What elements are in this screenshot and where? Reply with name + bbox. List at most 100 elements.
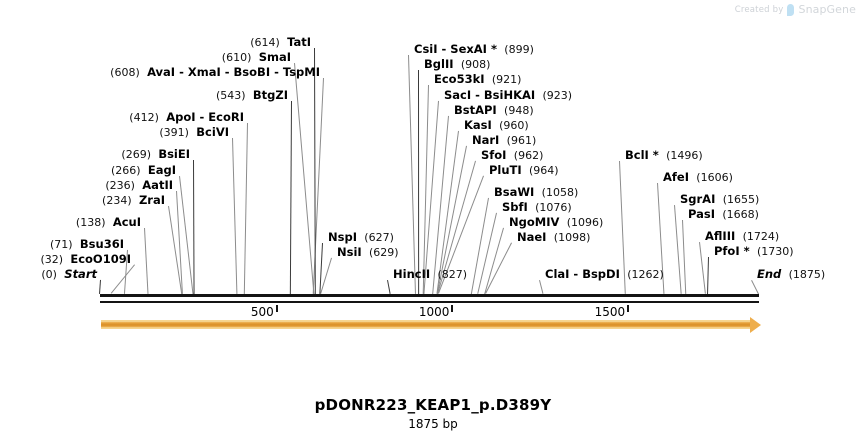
enzyme-position: (1496) — [666, 149, 703, 162]
enzyme-label-pasi[interactable]: PasI (1668) — [688, 208, 759, 221]
enzyme-name: BtgZI — [252, 88, 288, 102]
enzyme-position: (627) — [364, 231, 394, 244]
enzyme-position: (921) — [491, 73, 522, 86]
enzyme-label-pluti[interactable]: PluTI (964) — [489, 164, 559, 177]
enzyme-name: SacI - BsiHKAI — [444, 88, 536, 102]
enzyme-position: (269) — [121, 148, 151, 161]
leader-line-afliii — [699, 242, 706, 295]
enzyme-position: (1668) — [722, 208, 759, 221]
enzyme-label-bcli[interactable]: BclI * (1496) — [625, 149, 703, 162]
enzyme-label-eco53ki[interactable]: Eco53kI (921) — [434, 73, 521, 86]
snapgene-branding: Created by SnapGene — [735, 3, 856, 16]
enzyme-position: (610) — [221, 51, 252, 64]
enzyme-label-tati[interactable]: (614) TatI — [0, 36, 311, 49]
enzyme-label-bstapi[interactable]: BstAPI (948) — [454, 104, 534, 117]
enzyme-position: (1096) — [566, 216, 604, 229]
enzyme-position: (608) — [110, 66, 140, 79]
enzyme-label-nsii[interactable]: NsiI (629) — [337, 246, 399, 259]
plasmid-title-block: pDONR223_KEAP1_p.D389Y 1875 bp — [0, 396, 866, 431]
enzyme-label-avai[interactable]: (608) AvaI - XmaI - BsoBI - TspMI — [0, 66, 320, 79]
enzyme-position: (827) — [437, 268, 468, 281]
enzyme-name: BstAPI — [454, 103, 497, 117]
orf-arrow-body[interactable] — [101, 320, 750, 329]
enzyme-label-nari[interactable]: NarI (961) — [472, 134, 536, 147]
enzyme-position: (71) — [50, 238, 73, 251]
enzyme-position: (961) — [506, 134, 537, 147]
leader-line-pasi — [682, 220, 687, 295]
enzyme-label-ngomiv[interactable]: NgoMIV (1096) — [509, 216, 603, 229]
enzyme-label-afei[interactable]: AfeI (1606) — [663, 171, 733, 184]
leader-line-btgzi — [289, 100, 292, 294]
enzyme-position: (908) — [460, 58, 491, 71]
ruler-tick-label: 1500 — [594, 305, 626, 319]
enzyme-label-eagi[interactable]: (266) EagI — [0, 164, 176, 177]
enzyme-label-csii[interactable]: CsiI - SexAI * (899) — [414, 43, 534, 56]
enzyme-label-nspi[interactable]: NspI (627) — [328, 231, 394, 244]
leader-line-bsiei — [193, 160, 195, 295]
enzyme-label-ecoo109i[interactable]: (32) EcoO109I — [0, 253, 131, 266]
enzyme-label-end[interactable]: End (1875) — [757, 268, 825, 281]
enzyme-name: HincII — [393, 267, 431, 281]
enzyme-label-bsiei[interactable]: (269) BsiEI — [0, 148, 190, 161]
enzyme-name: SgrAI — [680, 192, 716, 206]
enzyme-label-bsawi[interactable]: BsaWI (1058) — [494, 186, 578, 199]
enzyme-position: (32) — [40, 253, 64, 266]
enzyme-position: (629) — [369, 246, 399, 259]
enzyme-label-kasi[interactable]: KasI (960) — [464, 119, 529, 132]
enzyme-name: EcoO109I — [70, 252, 131, 266]
enzyme-position: (1730) — [756, 245, 794, 258]
enzyme-position: (1724) — [742, 230, 780, 243]
ruler-tick — [275, 305, 278, 312]
sequence-ruler-bar — [100, 294, 759, 297]
enzyme-position: (234) — [102, 194, 132, 207]
enzyme-name: Eco53kI — [434, 72, 485, 86]
enzyme-label-bsu36i[interactable]: (71) Bsu36I — [0, 238, 124, 251]
ruler-tick-label: 500 — [250, 305, 274, 319]
enzyme-position: (1606) — [696, 171, 733, 184]
enzyme-label-afliii[interactable]: AflIII (1724) — [705, 230, 779, 243]
enzyme-label-sfoi[interactable]: SfoI (962) — [481, 149, 543, 162]
enzyme-position: (543) — [215, 89, 246, 102]
enzyme-name: BsaWI — [494, 185, 535, 199]
orf-arrow-head[interactable] — [750, 316, 761, 333]
enzyme-label-smai[interactable]: (610) SmaI — [0, 51, 291, 64]
enzyme-name: AatII — [142, 178, 173, 192]
enzyme-name: SfoI — [481, 148, 507, 162]
enzyme-position: (923) — [542, 89, 573, 102]
enzyme-label-bcivi[interactable]: (391) BciVI — [0, 126, 229, 139]
enzyme-label-bglii[interactable]: BglII (908) — [424, 58, 490, 71]
enzyme-name: AflIII — [705, 229, 736, 243]
leader-line-smai — [294, 63, 315, 295]
enzyme-label-saci[interactable]: SacI - BsiHKAI (923) — [444, 89, 572, 102]
enzyme-label-aatii[interactable]: (236) AatII — [0, 179, 173, 192]
enzyme-name: NaeI — [517, 230, 547, 244]
enzyme-label-zrai[interactable]: (234) ZraI — [0, 194, 165, 207]
enzyme-label-start[interactable]: (0) Start — [0, 268, 97, 281]
leader-line-end — [751, 280, 759, 295]
enzyme-position: (899) — [504, 43, 534, 56]
enzyme-label-pfoi[interactable]: PfoI * (1730) — [714, 245, 794, 258]
enzyme-position: (1875) — [788, 268, 826, 281]
snapgene-product-name: SnapGene — [798, 3, 856, 16]
enzyme-label-btgzi[interactable]: (543) BtgZI — [0, 89, 288, 102]
enzyme-label-sbfi[interactable]: SbfI (1076) — [502, 201, 572, 214]
enzyme-name: KasI — [464, 118, 492, 132]
enzyme-name: BsiEI — [158, 147, 190, 161]
enzyme-label-clai[interactable]: ClaI - BspDI (1262) — [545, 268, 664, 281]
enzyme-label-naei[interactable]: NaeI (1098) — [517, 231, 590, 244]
enzyme-name: PluTI — [489, 163, 522, 177]
enzyme-position: (1058) — [541, 186, 579, 199]
enzyme-name: NgoMIV — [509, 215, 560, 229]
enzyme-name: NspI — [328, 230, 357, 244]
enzyme-name: BclI * — [625, 148, 659, 162]
enzyme-name: TatI — [287, 35, 311, 49]
enzyme-label-sgrai[interactable]: SgrAI (1655) — [680, 193, 759, 206]
enzyme-name: Start — [64, 267, 97, 281]
enzyme-label-acui[interactable]: (138) AcuI — [0, 216, 141, 229]
enzyme-name: BciVI — [196, 125, 229, 139]
enzyme-label-hincii[interactable]: HincII (827) — [393, 268, 467, 281]
enzyme-label-apoi[interactable]: (412) ApoI - EcoRI — [0, 111, 244, 124]
enzyme-position: (1655) — [722, 193, 760, 206]
leader-line-tati — [314, 48, 316, 295]
enzyme-position: (0) — [41, 268, 57, 281]
